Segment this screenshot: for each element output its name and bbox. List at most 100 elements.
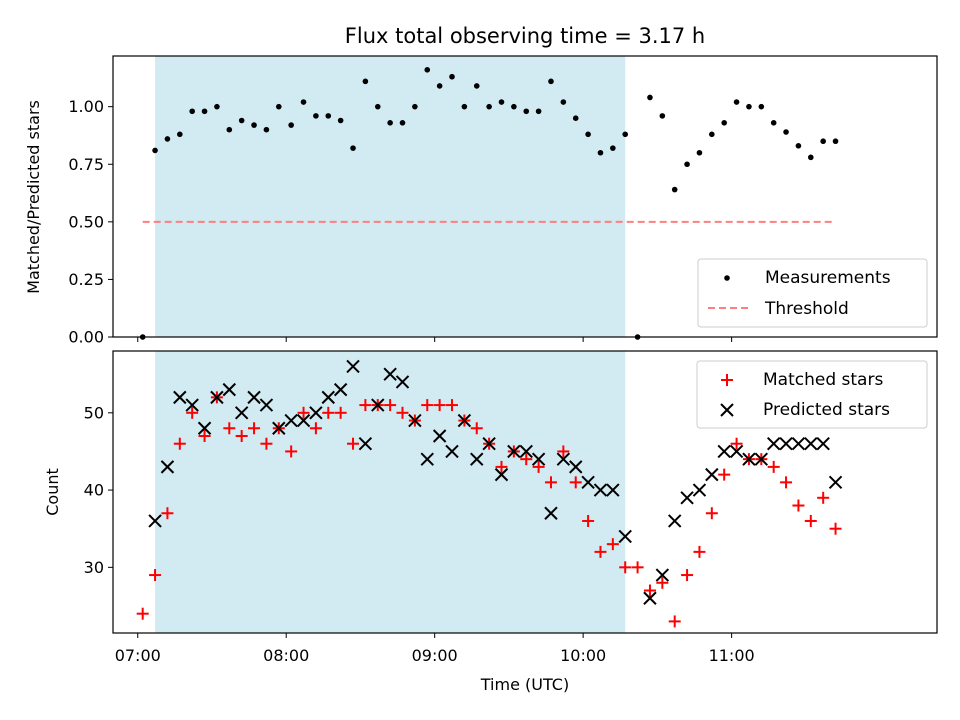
predicted-star-mark-b: [705, 467, 719, 482]
legend-marker-predicted-stars: [720, 403, 734, 417]
predicted-star-point: [544, 506, 558, 520]
predicted-star-point: [371, 398, 385, 412]
top-legend-box: [697, 258, 928, 328]
predicted-star-mark-b: [358, 437, 373, 451]
measurement-point: [189, 108, 195, 115]
predicted-star-point: [680, 491, 694, 505]
predicted-star-point: [284, 413, 298, 428]
predicted-star-point: [593, 483, 608, 497]
measurement-point: [622, 131, 629, 138]
measurement-point: [696, 149, 703, 156]
measurement-point: [201, 108, 208, 115]
predicted-star-point: [643, 591, 657, 605]
predicted-star-mark-b: [569, 460, 583, 474]
predicted-star-mark-b: [420, 452, 434, 466]
predicted-star-mark-b: [507, 444, 521, 459]
predicted-star-point: [519, 444, 533, 459]
matched-star-point: [817, 491, 830, 504]
matched-star-point: [396, 406, 409, 419]
predicted-star-mark-b: [247, 390, 261, 405]
x-tick-label: 10:00: [560, 646, 606, 665]
matched-star-point: [334, 406, 347, 419]
predicted-star-point: [766, 437, 781, 451]
predicted-star-point: [296, 413, 311, 428]
predicted-star-mark-b: [445, 444, 459, 459]
measurement-point: [177, 131, 183, 138]
measurement-point: [424, 67, 431, 73]
measurement-point: [808, 154, 814, 161]
predicted-star-point: [173, 390, 187, 405]
predicted-star-point: [556, 452, 571, 466]
predicted-star-mark-b: [457, 413, 472, 428]
predicted-star-mark-b: [284, 413, 298, 428]
top-panel: 0.00 0.25 0.50 0.75 1.00 Matched/Predicted s…: [24, 55, 938, 347]
measurement-point: [721, 119, 727, 126]
measurement-point: [733, 99, 740, 105]
bottom-x-ticks: 07:00 08:00 09:00 10:00 11:00: [115, 633, 755, 665]
measurement-point: [560, 99, 567, 105]
predicted-star-mark-b: [680, 491, 694, 505]
matched-star-point: [705, 507, 718, 520]
bottom-y-ticks: 30 40 50: [84, 403, 113, 577]
measurement-point: [684, 161, 690, 168]
measurement-point: [164, 136, 171, 142]
measurement-point: [758, 103, 765, 110]
predicted-star-point: [197, 421, 212, 435]
measurement-point: [832, 138, 839, 145]
predicted-star-point: [272, 421, 286, 435]
measurement-point: [214, 103, 220, 110]
matched-star-point: [433, 399, 446, 412]
legend-marker-measurements: [724, 275, 730, 281]
measurement-point: [746, 103, 752, 110]
predicted-star-mark-b: [296, 413, 311, 428]
matched-star-point: [384, 399, 397, 412]
matched-star-point: [656, 576, 669, 589]
predicted-star-mark-b: [333, 382, 348, 397]
predicted-star-mark-b: [643, 591, 657, 605]
top-axes-frame: [112, 55, 938, 338]
legend-label-threshold: Threshold: [764, 299, 849, 319]
bottom-legend: Matched stars Predicted stars: [696, 360, 928, 429]
predicted-star-point: [692, 483, 707, 497]
predicted-star-mark-b: [321, 390, 335, 405]
measurement-point: [770, 119, 777, 126]
matched-star-point: [606, 538, 619, 551]
measurement-point: [288, 122, 294, 128]
matched-star-point: [780, 476, 793, 489]
measurement-point: [152, 147, 158, 154]
predicted-star-mark-b: [395, 375, 410, 389]
measurement-point: [548, 78, 554, 85]
predicted-star-mark-b: [371, 398, 385, 412]
measurement-point: [337, 117, 344, 124]
predicted-star-point: [408, 413, 422, 428]
top-y-tick-label: 0.75: [68, 155, 104, 174]
predicted-star-mark-b: [494, 467, 509, 482]
matched-star-point: [681, 569, 694, 582]
matched-star-point: [557, 445, 570, 458]
measurement-point: [473, 83, 480, 89]
predicted-star-mark-b: [432, 429, 447, 443]
measurement-point: [709, 131, 715, 138]
predicted-star-mark-b: [272, 421, 286, 435]
predicted-star-point: [432, 429, 447, 443]
bottom-y-tick-label: 50: [84, 403, 104, 422]
predicted-star-point: [742, 452, 756, 466]
measurement-point: [275, 103, 282, 110]
predicted-star-mark-b: [742, 452, 756, 466]
predicted-star-point: [729, 444, 744, 459]
predicted-star-point: [321, 390, 335, 405]
predicted-star-mark-b: [470, 452, 484, 466]
predicted-star-mark-b: [828, 475, 843, 490]
measurement-point: [597, 149, 604, 156]
predicted-star-mark-b: [148, 514, 162, 528]
measurement-point: [671, 186, 678, 193]
predicted-star-mark-b: [160, 460, 175, 474]
measurement-point: [486, 103, 492, 110]
predicted-star-point: [804, 437, 818, 451]
matched-star-point: [767, 460, 780, 473]
x-tick-label: 07:00: [115, 646, 161, 665]
predicted-star-point: [618, 529, 632, 544]
measurement-point: [572, 115, 579, 121]
predicted-star-point: [457, 413, 472, 428]
top-y-tick-label: 0.00: [68, 328, 104, 347]
